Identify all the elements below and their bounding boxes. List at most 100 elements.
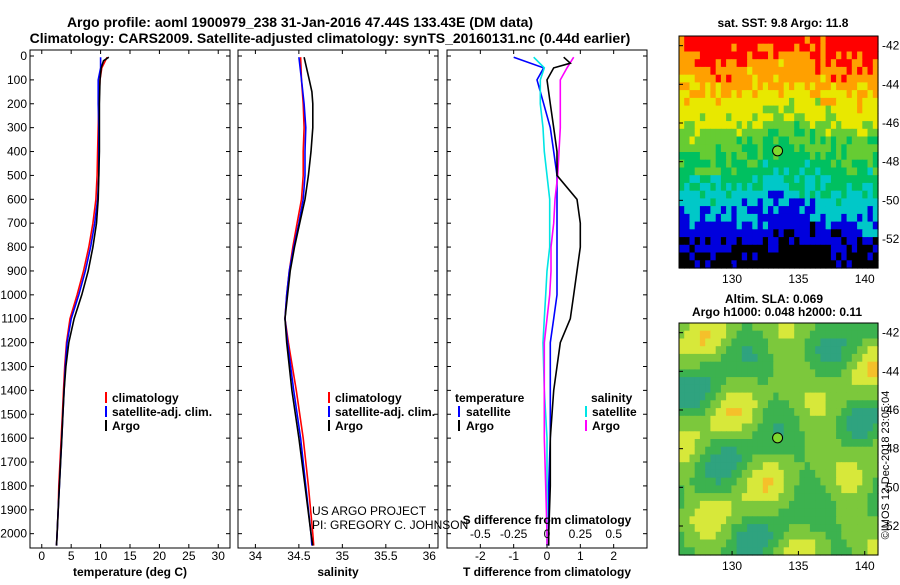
map-cell <box>699 384 706 394</box>
map-cell <box>841 477 848 486</box>
map-cell <box>694 361 701 370</box>
map-cell <box>820 152 827 161</box>
map-cell <box>699 90 706 99</box>
map-cell <box>705 51 711 60</box>
map-cell <box>773 338 780 347</box>
map-cell <box>715 51 722 60</box>
map-cell <box>684 516 690 525</box>
project-credit: US ARGO PROJECT <box>312 504 427 518</box>
map-cell <box>752 539 759 548</box>
map-cell <box>809 361 816 370</box>
map-cell <box>710 237 717 246</box>
map-cell <box>699 206 706 215</box>
map-cell <box>720 516 727 525</box>
map-cell <box>778 423 785 432</box>
map-cell <box>841 221 848 230</box>
map-cell <box>752 446 759 455</box>
map-cell <box>799 159 806 168</box>
map-cell <box>726 415 732 425</box>
map-cell <box>720 144 727 153</box>
map-cell <box>731 485 738 494</box>
map-cell <box>872 508 879 517</box>
map-cell <box>846 152 853 161</box>
map-cell <box>778 175 785 184</box>
map-cell <box>689 524 696 533</box>
sla-map-subtitle: Argo h1000: 0.048 h2000: 0.11 <box>692 305 862 319</box>
map-cell <box>762 500 769 510</box>
map-cell <box>731 500 738 510</box>
map-cell <box>715 323 722 332</box>
map-cell <box>768 152 774 161</box>
map-cell <box>804 323 811 332</box>
map-cell <box>752 74 759 83</box>
map-cell <box>830 182 837 192</box>
map-cell <box>715 516 722 525</box>
map-cell <box>809 152 816 161</box>
map-cell <box>809 260 816 269</box>
map-cell <box>830 198 837 207</box>
map-cell <box>731 423 738 432</box>
map-cell <box>799 175 806 184</box>
map-cell <box>726 408 732 417</box>
map-cell <box>815 82 821 91</box>
map-cell <box>789 369 795 378</box>
map-cell <box>689 361 696 370</box>
map-cell <box>857 167 863 176</box>
map-cell <box>720 136 727 145</box>
map-cell <box>747 446 753 455</box>
map-cell <box>726 252 732 261</box>
map-cell <box>825 136 832 145</box>
map-cell <box>789 244 795 254</box>
map-cell <box>752 485 759 494</box>
map-cell <box>679 439 685 448</box>
map-cell <box>715 439 722 448</box>
map-cell <box>867 547 874 556</box>
map-y-tick-label: -50 <box>882 193 900 207</box>
map-cell <box>841 439 848 448</box>
x-tick-label: 5 <box>68 549 75 563</box>
map-cell <box>851 439 858 448</box>
map-cell <box>857 415 863 425</box>
map-cell <box>689 74 696 83</box>
map-cell <box>851 113 858 122</box>
map-cell <box>846 237 853 246</box>
map-cell <box>715 469 722 479</box>
map-cell <box>679 431 685 440</box>
map-cell <box>804 516 811 525</box>
map-cell <box>799 90 806 99</box>
map-y-tick-label: -48 <box>882 155 900 169</box>
map-cell <box>830 90 837 99</box>
map-cell <box>820 221 827 230</box>
map-cell <box>757 439 764 448</box>
map-cell <box>789 167 795 176</box>
map-cell <box>747 353 753 363</box>
map-cell <box>747 477 753 486</box>
map-cell <box>720 221 727 230</box>
map-cell <box>720 43 727 52</box>
map-x-tick-label: 130 <box>722 272 742 286</box>
map-cell <box>726 213 732 223</box>
map-cell <box>846 531 853 541</box>
map-cell <box>804 431 811 440</box>
map-cell <box>778 384 785 394</box>
map-cell <box>679 361 685 370</box>
map-cell <box>762 113 769 122</box>
map-cell <box>679 323 685 332</box>
map-cell <box>731 51 738 60</box>
map-cell <box>705 213 711 223</box>
map-cell <box>684 252 690 261</box>
map-cell <box>726 206 732 215</box>
map-cell <box>867 485 874 494</box>
map-cell <box>862 66 869 76</box>
map-cell <box>720 369 727 378</box>
map-cell <box>710 431 717 440</box>
map-cell <box>726 121 732 130</box>
map-cell <box>705 392 711 401</box>
map-cell <box>809 59 816 68</box>
map-cell <box>762 175 769 184</box>
map-cell <box>820 175 827 184</box>
map-cell <box>679 198 685 207</box>
map-cell <box>731 43 738 52</box>
map-cell <box>789 330 795 339</box>
map-cell <box>679 105 685 114</box>
